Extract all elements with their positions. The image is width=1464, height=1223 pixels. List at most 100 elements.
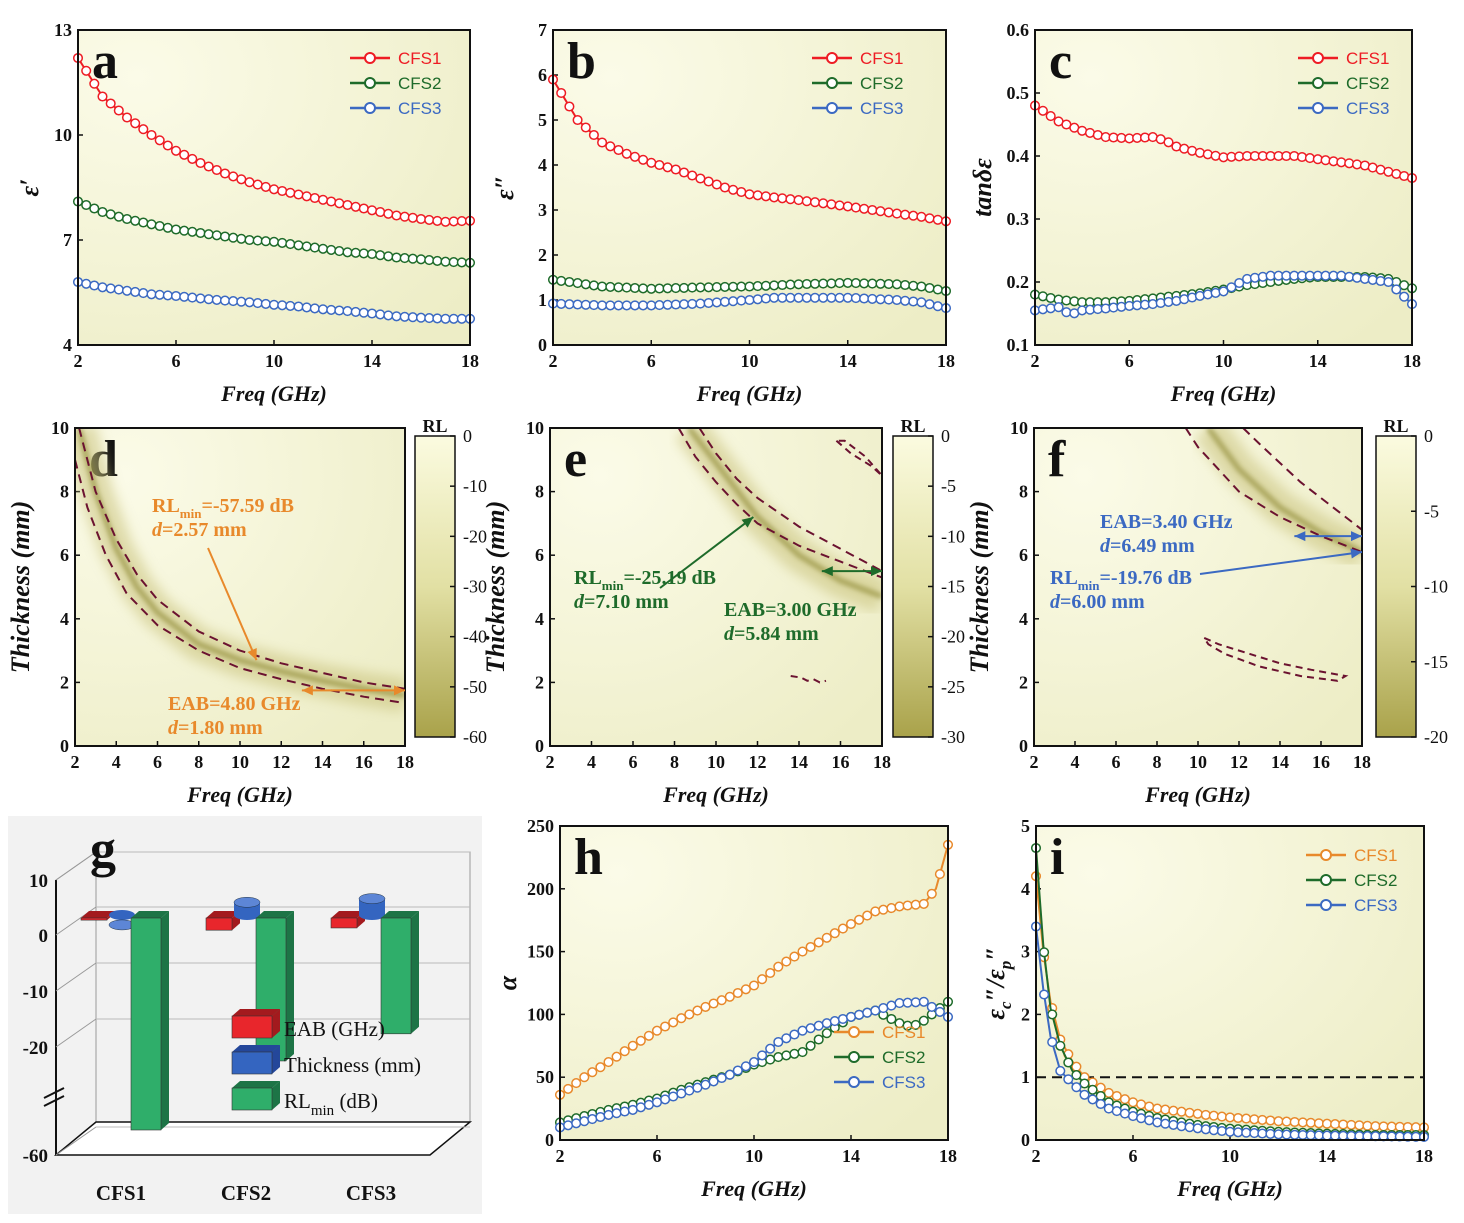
legend-label-rlmin: RLmin (dB) xyxy=(284,1089,378,1119)
data-point xyxy=(1079,1089,1090,1100)
data-point xyxy=(736,186,747,198)
data-point xyxy=(821,932,832,943)
data-point xyxy=(597,281,608,292)
legend-marker xyxy=(1312,77,1324,89)
data-point xyxy=(203,229,214,240)
data-point xyxy=(350,247,361,258)
data-point xyxy=(1200,1109,1211,1120)
data-point xyxy=(277,237,288,248)
data-point xyxy=(81,65,92,76)
data-point xyxy=(572,299,583,310)
data-point xyxy=(773,1052,784,1063)
data-point xyxy=(293,301,304,312)
annotation-arrow-eab-head xyxy=(821,566,833,577)
plot-area xyxy=(553,30,946,345)
y-tick-label: 10 xyxy=(1010,418,1028,438)
data-point xyxy=(383,310,394,321)
data-point xyxy=(635,1035,646,1046)
bar-rlmin-cfs2-side xyxy=(286,911,294,1061)
data-point xyxy=(162,140,173,151)
y-tick-label: 7 xyxy=(63,230,72,250)
data-point xyxy=(285,300,296,311)
data-point xyxy=(1045,111,1056,122)
legend-swatch-0 xyxy=(231,1015,273,1039)
annotation-d: d xyxy=(724,623,735,645)
data-point xyxy=(708,998,719,1009)
data-point xyxy=(752,294,763,305)
grid-diagonal xyxy=(55,1018,97,1048)
y-tick-label: 4 xyxy=(60,609,69,629)
data-point xyxy=(850,293,861,304)
y-tick-label: 0.5 xyxy=(1007,83,1030,103)
data-point xyxy=(728,296,739,307)
legend-rl: RL xyxy=(284,1089,311,1113)
data-point xyxy=(448,216,459,227)
data-point xyxy=(1087,1094,1098,1105)
data-point xyxy=(1047,1037,1058,1048)
data-point xyxy=(391,210,402,221)
x-tick-label: 4 xyxy=(587,752,596,772)
data-point xyxy=(113,284,124,295)
data-point xyxy=(818,198,829,209)
data-point xyxy=(1338,1130,1349,1141)
x-tick-label: 16 xyxy=(1312,752,1330,772)
data-point xyxy=(1399,291,1410,302)
x-tick-label: 2 xyxy=(549,351,558,371)
data-point xyxy=(1305,1130,1316,1141)
data-point xyxy=(818,292,829,303)
data-point xyxy=(875,206,886,217)
axis-break xyxy=(43,1087,65,1099)
data-point xyxy=(613,144,624,156)
data-point xyxy=(236,174,247,185)
y-tick-label: 100 xyxy=(527,1004,554,1024)
data-point xyxy=(1338,1119,1349,1130)
x-tick-label: 10 xyxy=(231,752,249,772)
legend-label-cfs2: CFS2 xyxy=(882,1048,925,1067)
data-point xyxy=(309,303,320,314)
data-point xyxy=(629,282,640,294)
data-point xyxy=(678,167,690,178)
y-tick-label: 10 xyxy=(51,418,69,438)
data-point xyxy=(334,246,345,257)
data-point xyxy=(809,197,821,208)
data-point xyxy=(875,294,886,305)
data-point xyxy=(81,199,92,211)
data-point xyxy=(1210,287,1221,298)
data-point xyxy=(146,289,157,300)
annotation-arrow-rlmin xyxy=(1199,551,1363,575)
y-tick-label: 10 xyxy=(29,871,48,892)
x-tick-label: 16 xyxy=(355,752,373,772)
colorbar xyxy=(414,435,456,738)
data-point xyxy=(366,205,378,216)
data-point xyxy=(789,1048,800,1059)
x-tick-label: 10 xyxy=(745,1146,763,1166)
data-point xyxy=(407,253,418,264)
series-cfs1 xyxy=(1029,100,1418,184)
colorbar-tick-label: -5 xyxy=(941,476,956,496)
y-title-sub-c: c xyxy=(996,1001,1015,1009)
bar-rlmin-cfs3 xyxy=(380,917,412,1035)
data-point xyxy=(728,184,739,195)
x-tick-label: 10 xyxy=(707,752,725,772)
data-point xyxy=(105,98,116,109)
data-point xyxy=(670,164,681,175)
data-point xyxy=(611,1108,622,1119)
data-point xyxy=(883,294,894,305)
data-point xyxy=(1233,1112,1244,1124)
data-point xyxy=(211,230,222,241)
y-tick-label: -60 xyxy=(23,1146,48,1167)
data-point xyxy=(252,235,263,246)
data-point xyxy=(910,1019,921,1030)
bar-rlmin-cfs3-top xyxy=(381,911,419,918)
y-axis-title: α xyxy=(493,975,522,990)
data-point xyxy=(818,278,829,289)
data-point xyxy=(785,194,796,205)
data-point xyxy=(908,280,919,291)
data-point xyxy=(736,281,747,292)
data-point xyxy=(556,298,567,309)
data-point xyxy=(350,201,361,212)
bar-thickness-cfs3-base xyxy=(359,910,385,920)
legend-label-cfs3: CFS3 xyxy=(1354,896,1397,915)
y-tick-label: 0 xyxy=(535,736,544,756)
data-point xyxy=(744,189,755,200)
